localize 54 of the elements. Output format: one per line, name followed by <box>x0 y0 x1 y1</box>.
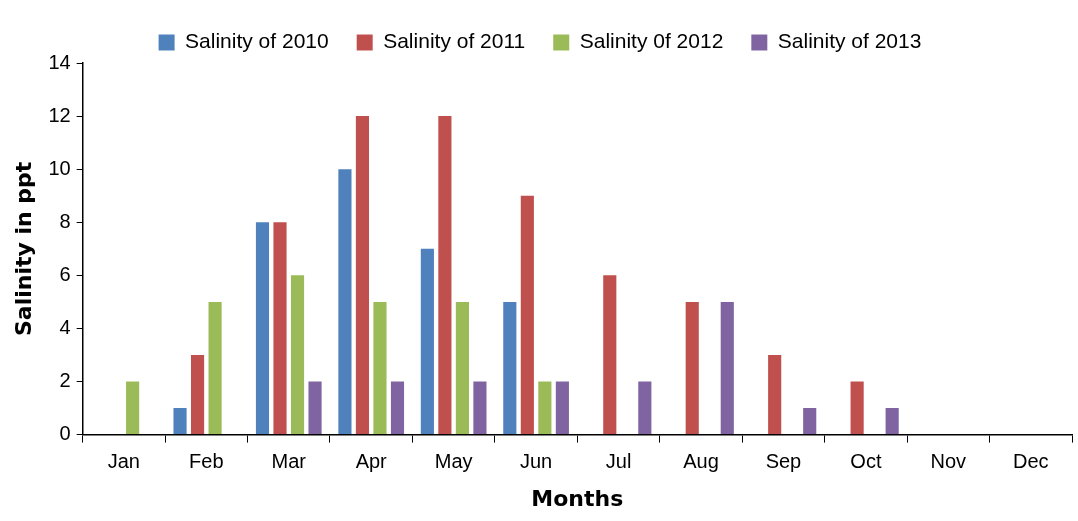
x-tick-label: Oct <box>850 450 882 473</box>
x-tick-label: Apr <box>355 450 388 473</box>
bar <box>290 275 305 435</box>
bar <box>273 222 287 435</box>
legend-label: Salinity of 2013 <box>777 29 922 53</box>
bar <box>355 116 370 435</box>
bar <box>373 301 387 435</box>
bar <box>885 408 899 435</box>
x-tick-label: Nov <box>930 450 967 473</box>
bar <box>438 116 452 435</box>
y-tick-label: 0 <box>59 422 71 445</box>
bar <box>208 301 222 435</box>
y-axis-title: Salinity in ppt <box>10 161 36 336</box>
x-tick-label: Jun <box>519 450 553 473</box>
y-tick-label: 4 <box>59 315 71 338</box>
y-tick-label: 10 <box>48 156 71 179</box>
bar <box>390 381 405 435</box>
x-tick-label: Dec <box>1012 450 1049 473</box>
y-tick-label: 14 <box>48 50 71 73</box>
y-tick-label: 6 <box>59 262 71 285</box>
legend-label: Salinity of 2011 <box>383 29 526 53</box>
x-axis-title: Months <box>531 485 624 511</box>
bar <box>555 381 569 435</box>
bar <box>473 381 487 435</box>
bar <box>503 301 517 435</box>
bar <box>308 381 322 435</box>
legend-label: Salinity of 2010 <box>185 29 329 53</box>
bar <box>850 381 864 435</box>
bar <box>720 301 734 435</box>
bar <box>173 408 187 435</box>
x-tick-label: Mar <box>271 450 307 473</box>
x-tick-label: Jan <box>107 450 140 473</box>
bar <box>455 301 469 435</box>
bar <box>338 169 352 435</box>
x-tick-label: May <box>434 450 473 473</box>
x-tick-label: Feb <box>189 450 224 473</box>
y-tick-label: 2 <box>59 369 71 392</box>
x-tick-label: Jul <box>605 450 632 473</box>
bar <box>520 195 534 435</box>
x-tick-label: Aug <box>683 450 719 473</box>
legend-label: Salinity 0f 2012 <box>579 29 724 53</box>
bar <box>803 408 817 435</box>
bar <box>638 381 652 435</box>
x-tick-label: Sep <box>765 450 802 473</box>
bar <box>603 275 617 435</box>
bar <box>190 354 205 435</box>
y-tick-label: 12 <box>48 103 71 126</box>
bar <box>420 248 434 435</box>
bar <box>255 222 270 435</box>
bar <box>126 381 140 435</box>
bar <box>768 354 782 435</box>
bar <box>685 301 699 435</box>
y-tick-label: 8 <box>59 209 71 232</box>
bar <box>538 381 552 435</box>
